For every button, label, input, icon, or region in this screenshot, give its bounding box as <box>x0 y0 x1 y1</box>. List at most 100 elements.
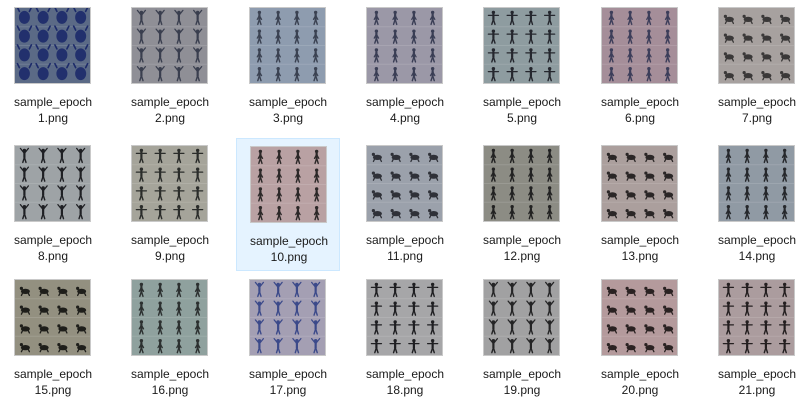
image-thumbnail-icon <box>132 8 207 83</box>
file-item[interactable]: sample_epoch 7.png <box>705 0 803 133</box>
file-item[interactable]: sample_epoch 14.png <box>705 138 803 271</box>
file-item[interactable]: sample_epoch 6.png <box>588 0 692 133</box>
image-thumbnail-icon <box>602 8 677 83</box>
file-name-line2: 21.png <box>738 383 776 397</box>
file-name-line1: sample_epoch <box>365 367 445 381</box>
file-item[interactable]: sample_epoch 9.png <box>118 138 222 271</box>
file-thumbnail[interactable] <box>601 7 678 84</box>
file-thumbnail[interactable] <box>249 279 326 356</box>
file-item[interactable]: sample_epoch 1.png <box>1 0 105 133</box>
file-name: sample_epoch 6.png <box>588 94 692 126</box>
file-thumbnail[interactable] <box>366 279 443 356</box>
image-thumbnail-icon <box>484 8 559 83</box>
file-name-line2: 12.png <box>503 249 541 263</box>
file-item[interactable]: sample_epoch 16.png <box>118 272 222 405</box>
file-item[interactable]: sample_epoch 10.png <box>236 138 340 271</box>
image-thumbnail-icon <box>719 280 794 355</box>
file-name: sample_epoch 17.png <box>236 366 340 398</box>
file-thumbnail[interactable] <box>131 7 208 84</box>
file-item[interactable]: sample_epoch 3.png <box>236 0 340 133</box>
file-name-line2: 6.png <box>624 111 656 125</box>
file-name: sample_epoch 7.png <box>705 94 803 126</box>
file-name-line1: sample_epoch <box>130 367 210 381</box>
file-thumbnail[interactable] <box>718 7 795 84</box>
file-name: sample_epoch 13.png <box>588 232 692 264</box>
file-item[interactable]: sample_epoch 18.png <box>353 272 457 405</box>
image-thumbnail-icon <box>132 146 207 221</box>
image-thumbnail-icon <box>484 146 559 221</box>
file-name: sample_epoch 20.png <box>588 366 692 398</box>
image-thumbnail-icon <box>719 146 794 221</box>
file-name-line1: sample_epoch <box>482 95 562 109</box>
file-name-line1: sample_epoch <box>365 233 445 247</box>
file-thumbnail[interactable] <box>366 145 443 222</box>
file-name-line1: sample_epoch <box>600 367 680 381</box>
file-thumbnail[interactable] <box>601 279 678 356</box>
file-thumbnail[interactable] <box>366 7 443 84</box>
file-thumbnail[interactable] <box>250 146 327 223</box>
file-name: sample_epoch 4.png <box>353 94 457 126</box>
file-thumbnail[interactable] <box>601 145 678 222</box>
file-name-line2: 11.png <box>387 249 423 263</box>
file-thumbnail[interactable] <box>131 279 208 356</box>
file-name-line2: 16.png <box>151 383 189 397</box>
file-name-line2: 9.png <box>154 249 186 263</box>
image-thumbnail-icon <box>250 280 325 355</box>
file-name-line1: sample_epoch <box>249 234 329 248</box>
file-item[interactable]: sample_epoch 5.png <box>470 0 574 133</box>
file-name-line2: 18.png <box>386 383 424 397</box>
file-name: sample_epoch 16.png <box>118 366 222 398</box>
image-thumbnail-icon <box>367 8 442 83</box>
image-thumbnail-icon <box>132 280 207 355</box>
file-thumbnail[interactable] <box>483 279 560 356</box>
file-name-line2: 10.png <box>270 250 308 264</box>
file-thumbnail[interactable] <box>14 7 91 84</box>
file-item[interactable]: sample_epoch 2.png <box>118 0 222 133</box>
file-name-line1: sample_epoch <box>248 367 328 381</box>
image-thumbnail-icon <box>15 146 90 221</box>
file-name: sample_epoch 2.png <box>118 94 222 126</box>
file-name-line1: sample_epoch <box>482 367 562 381</box>
file-name: sample_epoch 21.png <box>705 366 803 398</box>
file-thumbnail[interactable] <box>718 279 795 356</box>
file-name-line2: 13.png <box>621 249 659 263</box>
file-item[interactable]: sample_epoch 4.png <box>353 0 457 133</box>
file-name-line2: 19.png <box>503 383 541 397</box>
file-name-line1: sample_epoch <box>717 95 797 109</box>
image-thumbnail-icon <box>367 280 442 355</box>
file-item[interactable]: sample_epoch 20.png <box>588 272 692 405</box>
file-thumbnail[interactable] <box>14 145 91 222</box>
file-item[interactable]: sample_epoch 8.png <box>1 138 105 271</box>
file-name-line1: sample_epoch <box>130 95 210 109</box>
file-name-line1: sample_epoch <box>13 367 93 381</box>
image-thumbnail-icon <box>15 280 90 355</box>
file-name: sample_epoch 18.png <box>353 366 457 398</box>
file-name-line2: 5.png <box>506 111 538 125</box>
file-name-line2: 8.png <box>37 249 69 263</box>
file-item[interactable]: sample_epoch 17.png <box>236 272 340 405</box>
file-name-line2: 7.png <box>741 111 773 125</box>
file-item[interactable]: sample_epoch 15.png <box>1 272 105 405</box>
image-thumbnail-icon <box>250 8 325 83</box>
file-item[interactable]: sample_epoch 11.png <box>353 138 457 271</box>
file-item[interactable]: sample_epoch 21.png <box>705 272 803 405</box>
file-thumbnail[interactable] <box>718 145 795 222</box>
image-thumbnail-icon <box>367 146 442 221</box>
file-name-line2: 17.png <box>269 383 307 397</box>
file-name: sample_epoch 11.png <box>353 232 457 264</box>
file-thumbnail[interactable] <box>483 145 560 222</box>
file-name: sample_epoch 12.png <box>470 232 574 264</box>
file-name-line2: 2.png <box>154 111 186 125</box>
file-name: sample_epoch 19.png <box>470 366 574 398</box>
file-item[interactable]: sample_epoch 19.png <box>470 272 574 405</box>
file-thumbnail[interactable] <box>14 279 91 356</box>
file-thumbnail[interactable] <box>483 7 560 84</box>
file-thumbnail[interactable] <box>131 145 208 222</box>
file-thumbnail[interactable] <box>249 7 326 84</box>
image-thumbnail-icon <box>484 280 559 355</box>
file-name: sample_epoch 15.png <box>1 366 105 398</box>
file-item[interactable]: sample_epoch 13.png <box>588 138 692 271</box>
image-thumbnail-icon <box>602 280 677 355</box>
file-item[interactable]: sample_epoch 12.png <box>470 138 574 271</box>
